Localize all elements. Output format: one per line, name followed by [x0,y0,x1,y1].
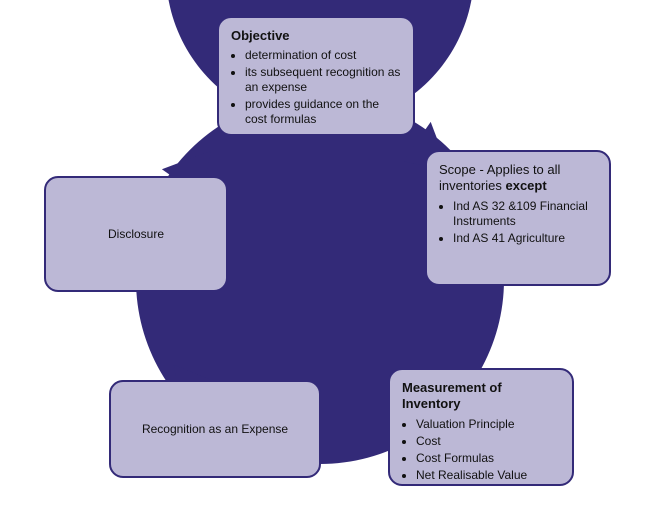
node-scope: Scope - Applies to all inventories excep… [425,150,611,286]
bullet-item: determination of cost [245,48,401,63]
node-label: Disclosure [108,227,164,242]
bullet-item: Ind AS 32 &109 Financial Instruments [453,199,597,229]
bullet-item: Valuation Principle [416,417,560,432]
bullet-item: Cost [416,434,560,449]
node-bullets: Valuation Principle Cost Cost Formulas Net … [402,417,560,483]
bullet-item: Cost Formulas [416,451,560,466]
node-title: Measurement of Inventory [402,380,560,413]
node-label: Recognition as an Expense [142,422,288,437]
node-objective: Objective determination of cost its subseq… [217,16,415,136]
bullet-item: provides guidance on the cost formulas [245,97,401,127]
node-bullets: Ind AS 32 &109 Financial Instruments Ind … [439,199,597,246]
bullet-item: Ind AS 41 Agriculture [453,231,597,246]
node-title: Scope - Applies to all inventories excep… [439,162,597,195]
node-title: Objective [231,28,401,44]
node-measurement: Measurement of Inventory Valuation Princi… [388,368,574,486]
bullet-item: Net Realisable Value [416,468,560,483]
node-disclosure: Disclosure [44,176,228,292]
bullet-item: its subsequent recognition as an expense [245,65,401,95]
node-bullets: determination of cost its subsequent reco… [231,48,401,127]
title-run: except [505,178,546,193]
node-recognition: Recognition as an Expense [109,380,321,478]
diagram-stage: Objective determination of cost its subseq… [0,0,653,527]
